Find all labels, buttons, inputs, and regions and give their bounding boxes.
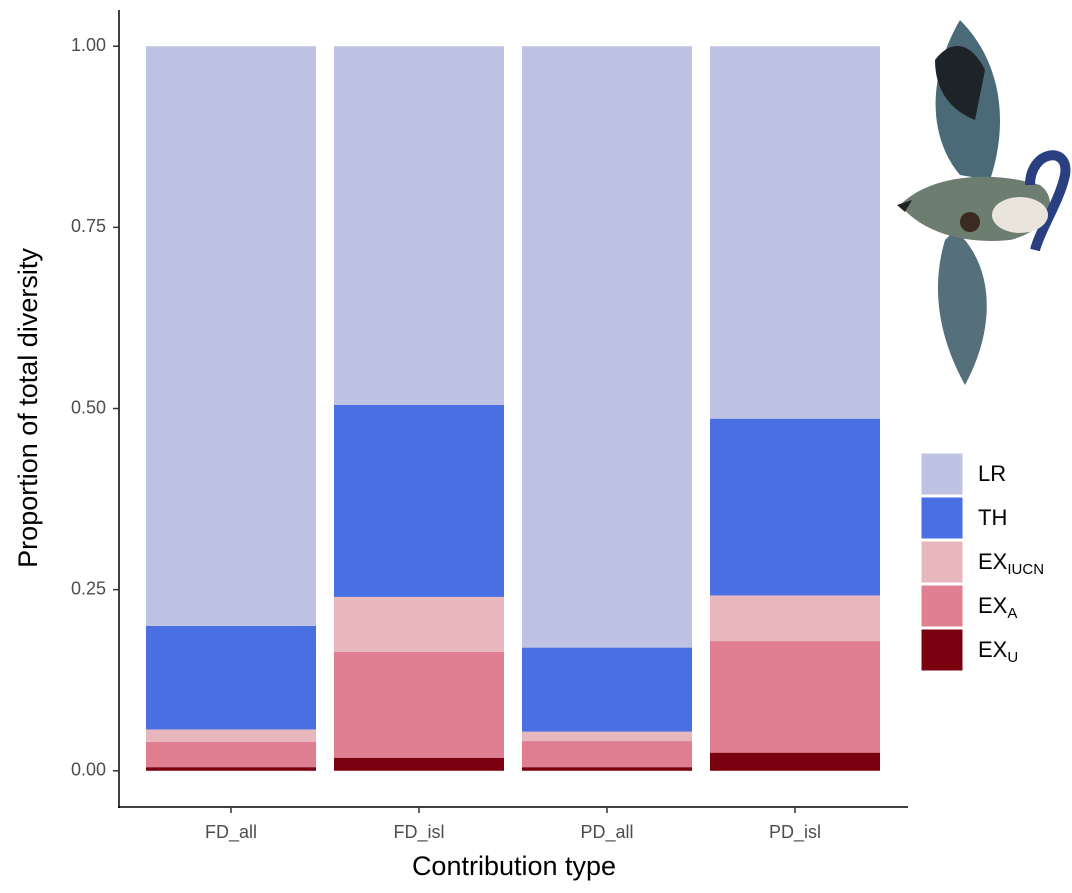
bar-segment [334, 597, 504, 652]
bar-segment [710, 595, 880, 641]
bar-segment [146, 767, 316, 771]
legend-label-main: EX [978, 593, 1008, 618]
legend-label-main: LR [978, 461, 1006, 486]
legend-key [921, 541, 963, 583]
bar-segment [522, 46, 692, 647]
bar-segment [522, 741, 692, 767]
bar-segment [334, 405, 504, 597]
bar-segment [334, 758, 504, 771]
x-tick-label: FD_all [205, 822, 257, 843]
bar-segment [334, 652, 504, 758]
y-tick-label: 0.75 [71, 216, 106, 236]
bird-illustration [897, 20, 1065, 385]
legend-label: EXIUCN [978, 549, 1044, 578]
legend-label: LR [978, 461, 1006, 486]
legend-label: EXU [978, 637, 1018, 666]
bar-segment [710, 641, 880, 753]
legend-label-subscript: IUCN [1007, 561, 1044, 578]
x-axis-title: Contribution type [412, 851, 616, 881]
y-tick-label: 0.25 [71, 578, 106, 598]
bar-segment [710, 46, 880, 418]
bar-segment [146, 729, 316, 741]
bar-segment [522, 732, 692, 741]
legend-key [921, 497, 963, 539]
bar-segment [146, 742, 316, 767]
bar-segment [146, 46, 316, 626]
bar-segment [522, 648, 692, 732]
legend-label-main: EX [978, 637, 1008, 662]
bar-segment [334, 46, 504, 405]
y-tick-label: 1.00 [71, 35, 106, 55]
legend-key [921, 629, 963, 671]
legend-label-subscript: A [1007, 605, 1017, 622]
legend-label: EXA [978, 593, 1017, 622]
y-tick-label: 0.50 [71, 397, 106, 417]
y-tick-label: 0.00 [71, 760, 106, 780]
legend-label-main: EX [978, 549, 1008, 574]
legend-key [921, 453, 963, 495]
legend-label-subscript: U [1007, 649, 1018, 666]
y-axis-title: Proportion of total diversity [13, 248, 43, 568]
legend-label: TH [978, 505, 1007, 530]
x-tick-label: PD_isl [769, 822, 821, 843]
legend-key [921, 585, 963, 627]
legend-label-main: TH [978, 505, 1007, 530]
bar-segment [146, 626, 316, 730]
bar-segment [522, 767, 692, 771]
x-tick-label: FD_isl [393, 822, 444, 843]
chart: Contribution type Proportion of total di… [0, 0, 1072, 888]
x-tick-label: PD_all [580, 822, 633, 843]
bar-segment [710, 419, 880, 596]
bar-segment [710, 753, 880, 771]
